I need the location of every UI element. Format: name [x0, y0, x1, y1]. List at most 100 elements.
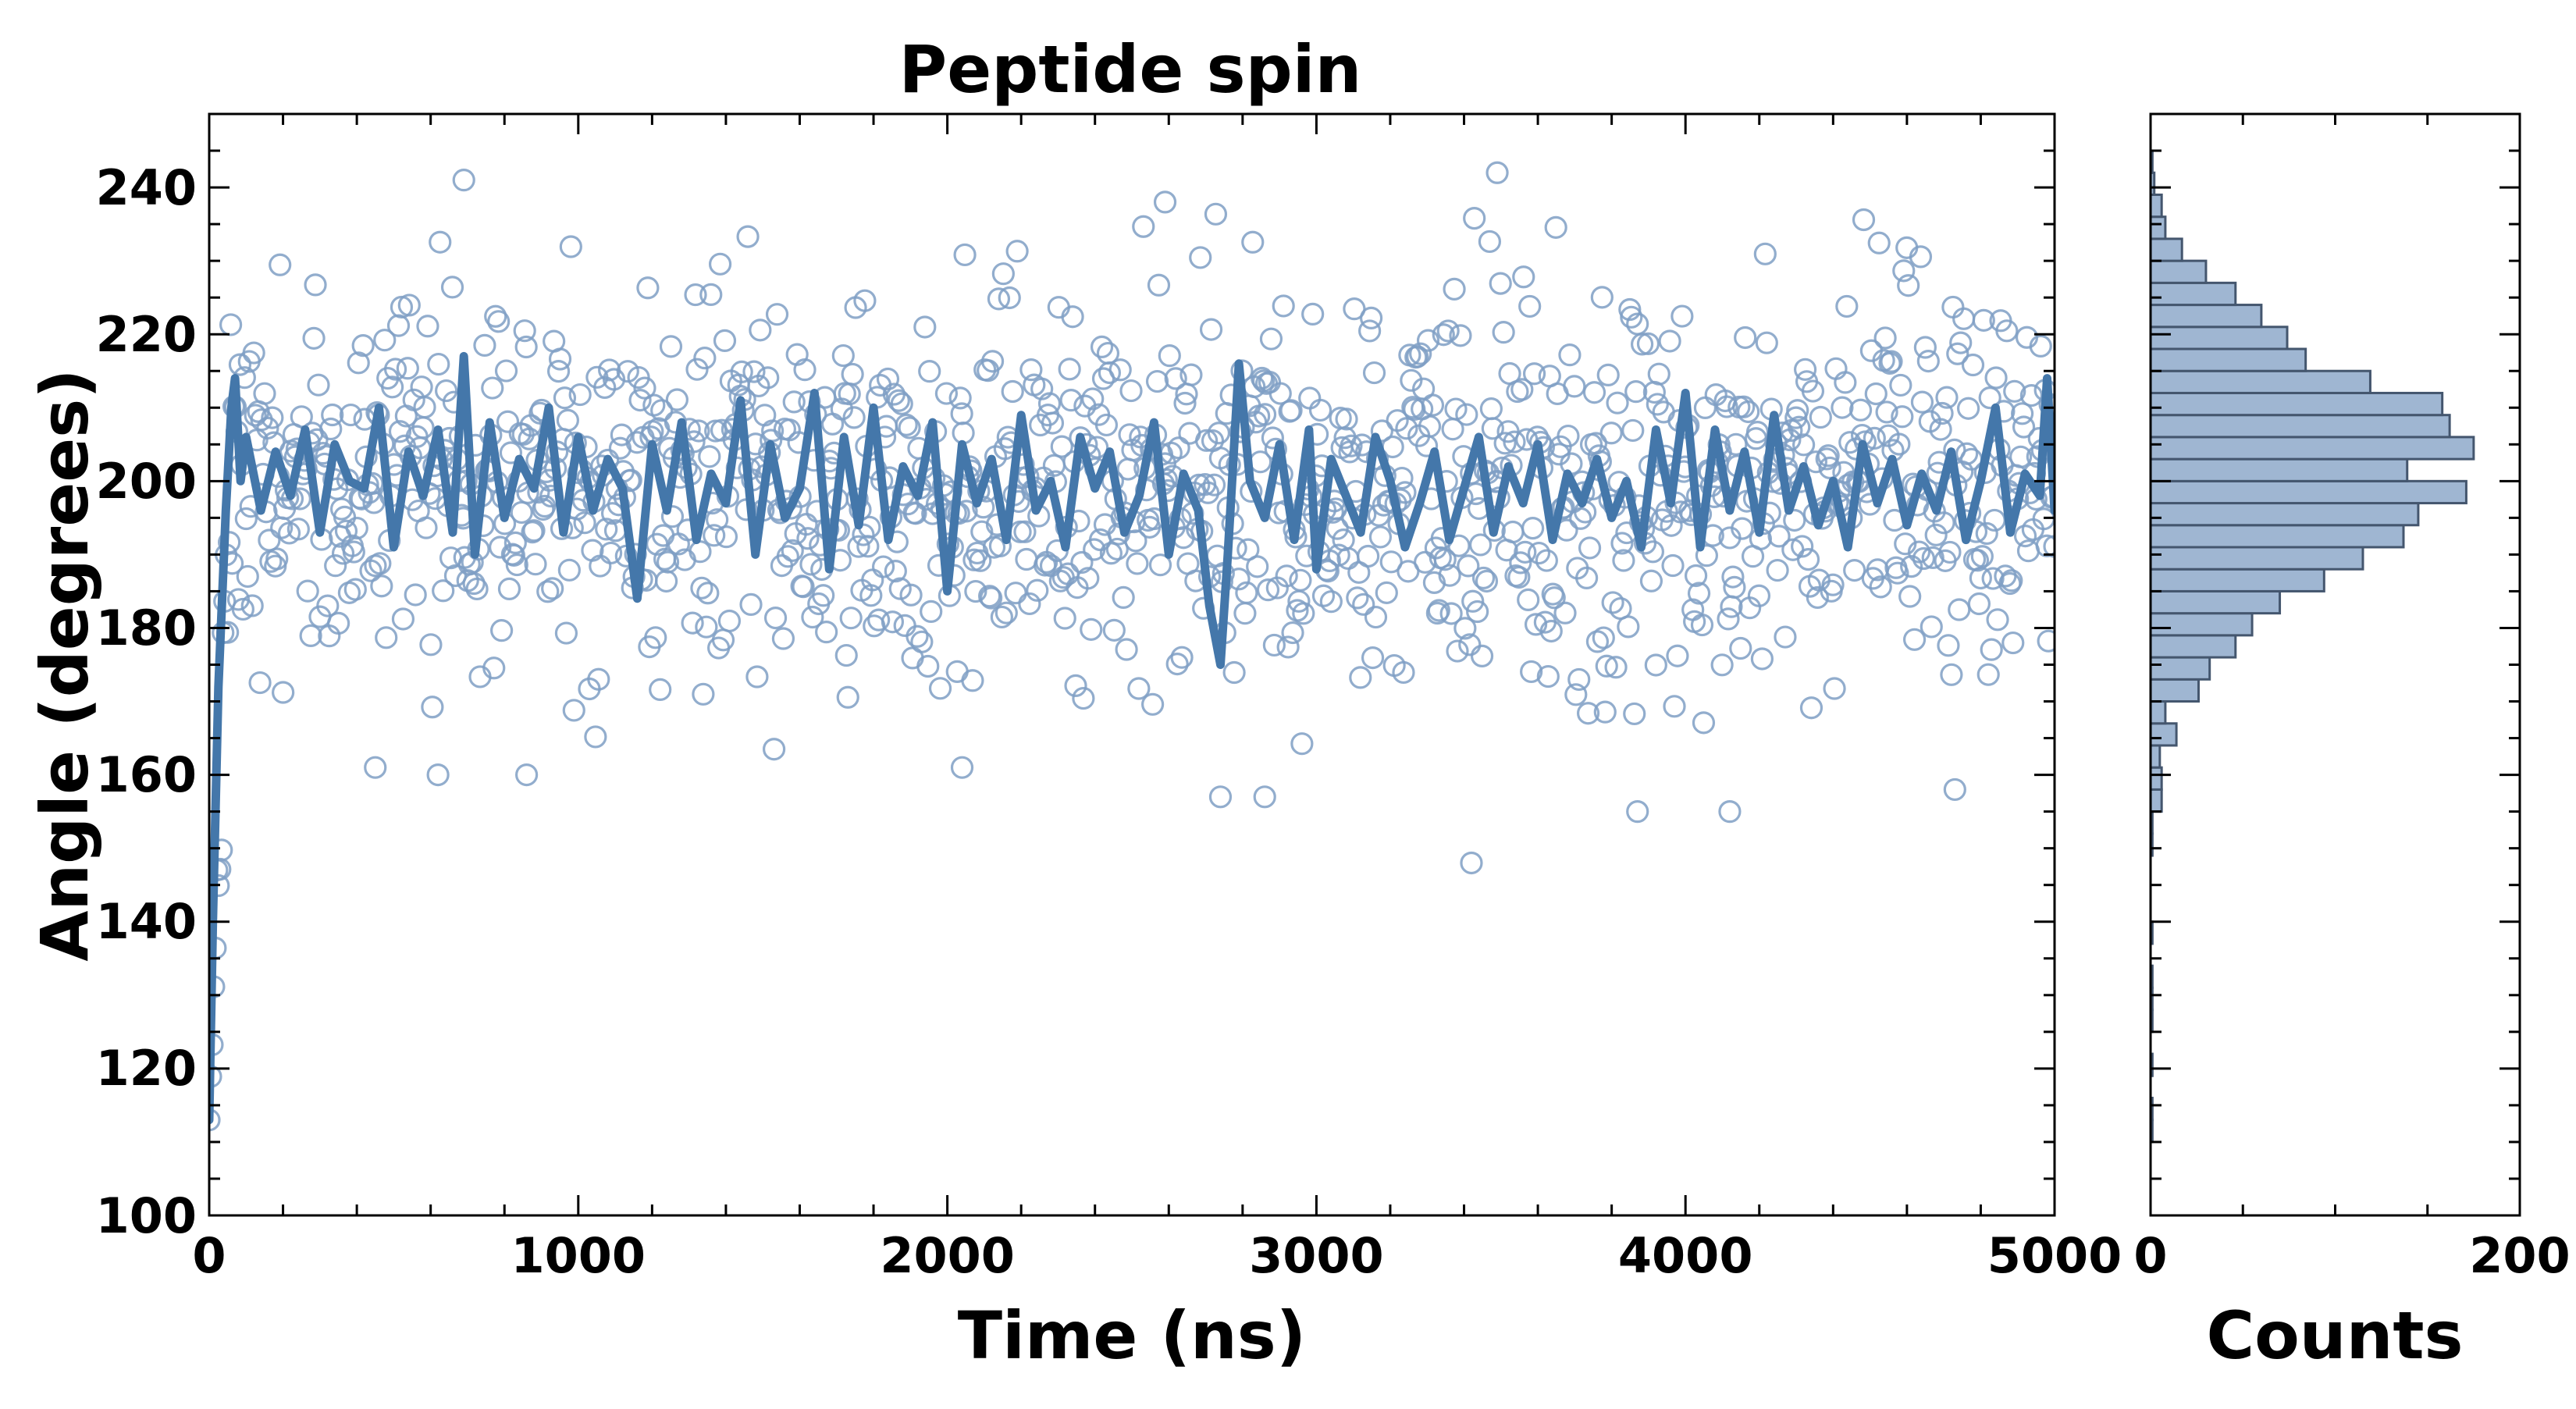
- scatter-point: [665, 388, 688, 411]
- histogram-bar: [2151, 656, 2211, 681]
- scatter-point: [1481, 417, 1504, 440]
- scatter-point: [899, 583, 923, 607]
- scatter-point: [690, 576, 713, 600]
- scatter-point: [1767, 525, 1791, 548]
- scatter-point: [1503, 430, 1526, 454]
- scatter-point: [1005, 240, 1029, 263]
- scatter-point: [793, 358, 817, 382]
- scatter-point: [1081, 387, 1105, 411]
- scatter-point: [1335, 407, 1358, 431]
- scatter-point: [1019, 358, 1043, 382]
- scatter-point: [685, 358, 709, 381]
- scatter-point: [1831, 396, 1854, 419]
- scatter-point: [1900, 555, 1923, 578]
- scatter-point: [553, 386, 577, 410]
- scatter-point: [2009, 445, 2033, 468]
- scatter-point: [2010, 402, 2034, 425]
- scatter-point: [1164, 367, 1187, 390]
- scatter-point: [1610, 532, 1634, 555]
- scatter-point: [994, 601, 1018, 624]
- scatter-point: [1289, 568, 1312, 592]
- scatter-point: [1809, 405, 1832, 429]
- scatter-point: [888, 577, 912, 600]
- histogram-bar: [2151, 700, 2167, 725]
- scatter-point: [587, 667, 610, 691]
- scatter-point: [1443, 277, 1466, 301]
- scatter-point: [415, 516, 438, 539]
- scatter-point: [426, 763, 450, 787]
- scatter-point: [490, 619, 514, 642]
- scatter-point: [1816, 444, 1840, 468]
- scatter-point: [1470, 644, 1494, 667]
- scatter-point: [1536, 664, 1560, 688]
- scatter-point: [1620, 305, 1643, 329]
- scatter-point: [327, 611, 350, 635]
- scatter-point: [1458, 633, 1482, 656]
- x-tick-label: 1000: [511, 1227, 646, 1284]
- scatter-point: [316, 594, 340, 617]
- scatter-point: [1687, 582, 1711, 605]
- scatter-point: [1207, 422, 1230, 445]
- main-x-tick-labels: 0 1000 2000 3000 4000 5000: [192, 1227, 2122, 1284]
- scatter-point: [1972, 308, 1995, 332]
- scatter-point: [1124, 529, 1147, 553]
- histogram-bar: [2151, 479, 2467, 505]
- scatter-point: [209, 1108, 221, 1132]
- scatter-point: [1475, 569, 1499, 593]
- scatter-point: [347, 351, 370, 375]
- scatter-point: [383, 358, 407, 381]
- scatter-point: [373, 329, 397, 352]
- scatter-point: [1626, 800, 1649, 824]
- scatter-point: [1796, 548, 1820, 571]
- scatter-point: [465, 577, 489, 601]
- scatter-point: [1520, 660, 1543, 684]
- scatter-point: [1059, 389, 1083, 412]
- scatter-point: [1558, 343, 1582, 367]
- scatter-point: [1646, 393, 1669, 416]
- scatter-point: [1732, 395, 1756, 418]
- scatter-point: [595, 518, 618, 541]
- scatter-point: [473, 333, 496, 357]
- histogram-bar: [2151, 369, 2371, 394]
- scatter-point: [502, 543, 525, 567]
- scatter-point: [1661, 553, 1685, 578]
- scatter-point: [413, 396, 436, 419]
- scatter-point: [1170, 646, 1194, 669]
- scatter-point: [1061, 305, 1084, 329]
- scatter-point: [2029, 334, 2052, 358]
- scatter-point: [1145, 369, 1169, 393]
- scatter-point: [1357, 544, 1380, 568]
- scatter-point: [881, 610, 905, 634]
- scatter-point: [745, 665, 769, 688]
- scatter-point: [368, 552, 392, 575]
- scatter-point: [489, 535, 512, 559]
- scatter-point: [681, 611, 704, 635]
- scatter-point: [1806, 585, 1829, 610]
- scatter-point: [1666, 644, 1689, 667]
- scatter-point: [1724, 432, 1748, 456]
- scatter-point: [1509, 551, 1532, 575]
- scatter-point: [1888, 432, 1911, 456]
- scatter-point: [1886, 561, 1909, 585]
- scatter-point: [841, 362, 864, 386]
- scatter-point: [1094, 413, 1119, 437]
- scatter-point: [1030, 377, 1054, 400]
- scatter-point: [556, 408, 579, 432]
- scatter-point: [494, 359, 518, 382]
- scatter-point: [515, 763, 539, 787]
- scatter-point: [1275, 564, 1298, 588]
- scatter-point: [796, 527, 820, 550]
- scatter-point: [1102, 618, 1126, 642]
- scatter-point: [1766, 558, 1789, 582]
- main-axis-ticks: [208, 112, 2056, 1217]
- scatter-point: [1108, 358, 1132, 382]
- scatter-point: [1119, 379, 1143, 403]
- scatter-point: [1290, 732, 1314, 756]
- scatter-point: [1717, 607, 1740, 631]
- scatter-point: [1041, 411, 1065, 435]
- scatter-point: [1517, 588, 1540, 612]
- scatter-point: [696, 582, 720, 605]
- scatter-point: [1621, 418, 1645, 443]
- histogram-bar: [2151, 589, 2282, 615]
